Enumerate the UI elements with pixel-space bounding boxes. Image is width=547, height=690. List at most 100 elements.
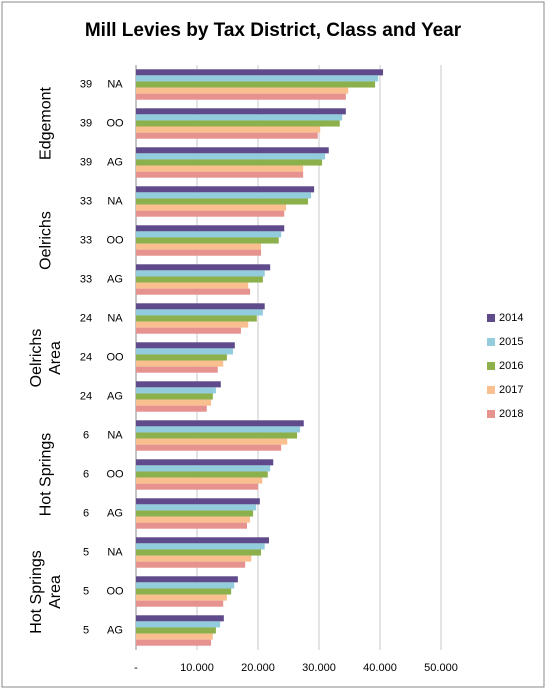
- bar: [136, 432, 298, 439]
- bar: [136, 315, 257, 322]
- bar: [136, 387, 216, 394]
- category-label: OO: [106, 585, 124, 597]
- district-label: 5: [83, 546, 89, 558]
- district-label: 6: [83, 429, 89, 441]
- bar: [136, 498, 260, 505]
- bar: [136, 321, 249, 328]
- legend-swatch: [487, 386, 495, 394]
- group-label: Edgemont: [37, 87, 55, 160]
- category-label: AG: [107, 273, 123, 285]
- bar: [136, 426, 301, 433]
- district-label: 33: [80, 273, 92, 285]
- bar: [136, 633, 213, 640]
- bar: [136, 537, 269, 544]
- bar: [136, 237, 279, 244]
- bar: [136, 231, 282, 238]
- bar: [136, 420, 304, 427]
- legend-label: 2014: [499, 312, 523, 324]
- legend-swatch: [487, 410, 495, 418]
- bar: [136, 276, 263, 283]
- bar: [136, 615, 224, 622]
- legend-label: 2016: [499, 360, 523, 372]
- bar: [136, 543, 265, 550]
- bar: [136, 459, 274, 466]
- bar: [136, 282, 249, 289]
- bar: [136, 288, 251, 295]
- bar: [136, 555, 252, 562]
- bar: [136, 198, 309, 205]
- district-label: 5: [83, 585, 89, 597]
- category-label: NA: [107, 546, 123, 558]
- x-tick-label: 50.000: [424, 662, 458, 674]
- category-label: AG: [107, 390, 123, 402]
- bar: [136, 516, 251, 523]
- x-tick-label: 40.000: [363, 662, 397, 674]
- bar: [136, 600, 224, 607]
- legend-label: 2015: [499, 336, 523, 348]
- bar: [136, 120, 340, 127]
- bar: [136, 576, 238, 583]
- legend-swatch: [487, 314, 495, 322]
- bar: [136, 165, 304, 172]
- bar: [136, 438, 288, 445]
- x-tick-label: 30.000: [302, 662, 336, 674]
- district-label: 24: [80, 351, 92, 363]
- bar: [136, 582, 235, 589]
- bar: [136, 594, 227, 601]
- bar: [136, 192, 312, 199]
- bar: [136, 69, 384, 76]
- bar: [136, 243, 262, 250]
- bar: [136, 303, 265, 310]
- bar: [136, 204, 287, 211]
- bar: [136, 360, 224, 367]
- bar: [136, 549, 262, 556]
- bar: [136, 366, 218, 373]
- bar: [136, 249, 262, 256]
- category-label: NA: [107, 429, 123, 441]
- bar: [136, 87, 349, 94]
- district-label: 39: [80, 117, 92, 129]
- category-label: OO: [106, 468, 124, 480]
- bar: [136, 75, 379, 82]
- district-label: 6: [83, 507, 89, 519]
- group-label: Oelrichs Area: [28, 328, 64, 387]
- bar: [136, 171, 304, 178]
- x-tick-label: -: [134, 662, 138, 674]
- bar: [136, 381, 221, 388]
- legend-label: 2018: [499, 408, 523, 420]
- bar: [136, 108, 346, 115]
- category-label: NA: [107, 78, 123, 90]
- category-label: AG: [107, 507, 123, 519]
- x-tick-label: 20.000: [241, 662, 275, 674]
- bar: [136, 225, 285, 232]
- bar: [136, 588, 232, 595]
- bar: [136, 522, 248, 529]
- bar: [136, 444, 282, 451]
- category-label: NA: [107, 195, 123, 207]
- bar: [136, 348, 233, 355]
- bar: [136, 510, 254, 517]
- bar: [136, 93, 346, 100]
- legend-swatch: [487, 338, 495, 346]
- bar: [136, 342, 235, 349]
- bar: [136, 477, 263, 484]
- category-label: OO: [106, 351, 124, 363]
- bar: [136, 393, 213, 400]
- district-label: 39: [80, 78, 92, 90]
- bar: [136, 504, 257, 511]
- district-label: 39: [80, 156, 92, 168]
- category-label: OO: [106, 117, 124, 129]
- x-tick-label: 10.000: [180, 662, 214, 674]
- district-label: 33: [80, 234, 92, 246]
- group-label: Oelrichs: [37, 211, 55, 270]
- bar: [136, 270, 265, 277]
- bar: [136, 327, 241, 334]
- bar: [136, 186, 315, 193]
- bar: [136, 627, 216, 634]
- legend-label: 2017: [499, 384, 523, 396]
- bar: [136, 471, 268, 478]
- bar: [136, 159, 323, 166]
- bar: [136, 621, 221, 628]
